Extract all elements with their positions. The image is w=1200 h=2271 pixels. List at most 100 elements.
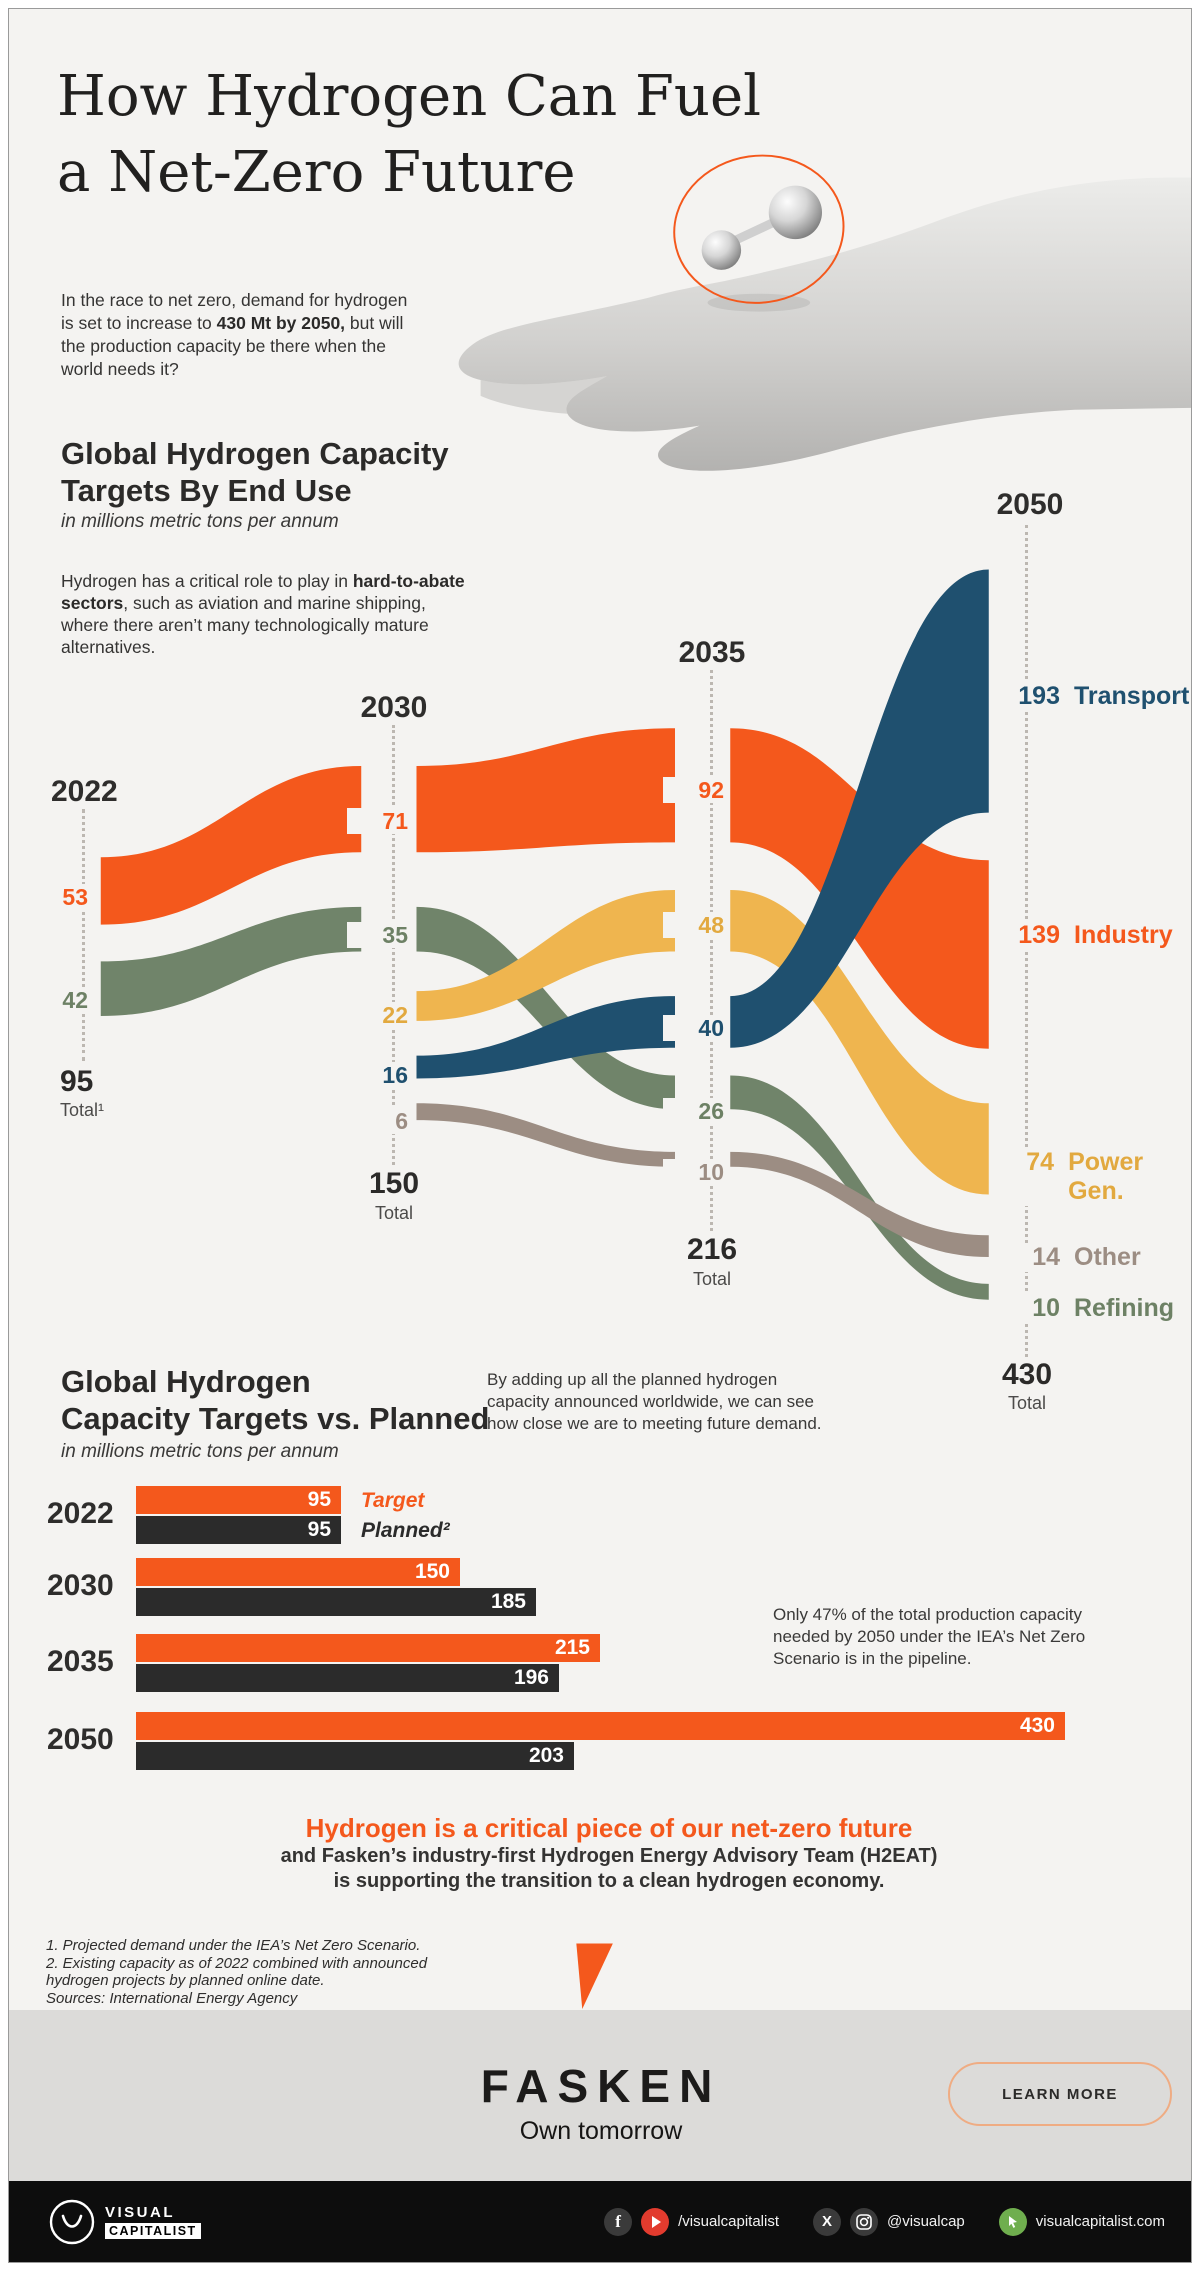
page-title: How Hydrogen Can Fuel a Net-Zero Future: [57, 64, 762, 205]
sankey-2035-industry: 92: [663, 777, 727, 803]
learn-more-button[interactable]: LEARN MORE: [948, 2062, 1172, 2126]
end-use-body: Hydrogen has a critical role to play in …: [61, 571, 465, 657]
website-link[interactable]: visualcapitalist.com: [1035, 2213, 1165, 2230]
social-links: f /visualcapitalist X @visualcap visualc…: [604, 2207, 1165, 2236]
sankey-2030-total: 150: [334, 1167, 454, 1201]
sankey-2022-total: 95: [57, 1065, 97, 1099]
flow-transport: [416, 996, 675, 1079]
sankey-2030-other: 6: [347, 1108, 411, 1134]
vs-planned-heading: Global Hydrogen Capacity Targets vs. Pla…: [61, 1364, 490, 1436]
guide-2022: [82, 809, 85, 1061]
social-handle-fb-yt[interactable]: /visualcapitalist: [678, 2213, 780, 2230]
legend-target: Target: [361, 1489, 425, 1512]
flow-transport: [730, 569, 989, 1048]
target-bar-2030: 150: [136, 1558, 460, 1586]
molecule-ring: [673, 154, 845, 304]
graphics-layer: [100, 154, 1191, 2010]
hydrogen-atom-small: [701, 230, 742, 270]
social-handle-x-ig[interactable]: @visualcap: [887, 2213, 965, 2230]
industry-label: Industry: [1074, 921, 1173, 949]
flow-industry: [416, 728, 675, 853]
sankey-2022-total-label: Total¹: [57, 1100, 108, 1121]
instagram-icon[interactable]: [850, 2207, 879, 2236]
refining-label: Refining: [1074, 1294, 1174, 1322]
facebook-icon[interactable]: f: [604, 2207, 633, 2236]
legend-planned: Planned²: [361, 1519, 450, 1542]
planned-bar-2050: 203: [136, 1742, 574, 1770]
fasken-wedge-icon: [576, 1943, 613, 2010]
sankey-2035-transport: 40: [663, 1015, 727, 1041]
sankey-year-2035: 2035: [652, 636, 772, 670]
flow-refining: [730, 1075, 989, 1300]
target-bar-2050: 430: [136, 1712, 1065, 1740]
end-use-heading: Global Hydrogen Capacity Targets By End …: [61, 436, 449, 508]
sankey-2035-total: 216: [652, 1233, 772, 1267]
sankey-2022-refining: 42: [37, 987, 91, 1013]
end-use-subtitle: in millions metric tons per annum: [61, 511, 339, 532]
sankey-2035-total-label: Total: [652, 1269, 772, 1290]
pipeline-callout: Only 47% of the total production capacit…: [773, 1605, 1086, 1668]
message-line3: is supporting the transition to a clean …: [333, 1870, 885, 1892]
vs-planned-note: By adding up all the planned hydrogen ca…: [487, 1370, 822, 1433]
sankey-year-2022: 2022: [47, 775, 122, 809]
website-cursor-icon[interactable]: [998, 2207, 1027, 2236]
sankey-ribbons: [100, 569, 989, 1300]
bar-year-2030: 2030: [47, 1569, 114, 1602]
bar-year-2022: 2022: [47, 1497, 114, 1530]
intro-text: In the race to net zero, demand for hydr…: [61, 290, 408, 379]
message-line2: and Fasken’s industry-first Hydrogen Ene…: [280, 1845, 938, 1867]
flow-power: [416, 889, 675, 1021]
sankey-2050-other: 14 Other: [1011, 1243, 1144, 1272]
vc-logo-text-top: VISUAL: [105, 2203, 176, 2221]
hand-photo: [458, 154, 1191, 471]
vc-logo-text-bottom: CAPITALIST: [105, 2222, 201, 2239]
flow-other: [730, 1151, 989, 1258]
transport-value: 193: [1018, 682, 1060, 710]
power-label: Power Gen.: [1068, 1148, 1144, 1205]
sankey-2030-industry: 71: [347, 808, 411, 834]
footer: VISUAL CAPITALIST f /visualcapitalist X …: [9, 2181, 1191, 2262]
page: How Hydrogen Can Fuel a Net-Zero Future …: [8, 8, 1192, 2263]
industry-value: 139: [1018, 921, 1060, 949]
target-bar-2035: 215: [136, 1634, 600, 1662]
sankey-year-2050: 2050: [970, 488, 1090, 522]
sankey-2050-refining: 10 Refining: [1011, 1294, 1177, 1323]
guide-2035: [710, 670, 713, 1231]
refining-value: 10: [1032, 1294, 1060, 1322]
flow-other: [416, 1103, 675, 1167]
sankey-2030-power: 22: [347, 1002, 411, 1028]
sankey-2030-transport: 16: [347, 1062, 411, 1088]
planned-bar-2035: 196: [136, 1664, 559, 1692]
power-value: 74: [1026, 1148, 1055, 1176]
sankey-2050-total-label: Total: [992, 1393, 1062, 1414]
sankey-2050-industry: 139 Industry: [1011, 921, 1176, 950]
fasken-tagline: Own tomorrow: [519, 2117, 683, 2145]
flow-refining: [100, 906, 362, 1016]
sankey-2035-refining: 26: [663, 1098, 727, 1124]
vs-planned-subtitle: in millions metric tons per annum: [61, 1441, 339, 1462]
sankey-2035-other: 10: [663, 1159, 727, 1185]
transport-label: Transport: [1074, 682, 1190, 710]
sankey-2050-power: 74 Power Gen.: [1011, 1148, 1191, 1206]
message-headline: Hydrogen is a critical piece of our net-…: [305, 1813, 913, 1843]
youtube-icon[interactable]: [641, 2207, 670, 2236]
flow-refining: [416, 906, 675, 1110]
target-bar-2022: 95: [136, 1486, 341, 1514]
flow-industry: [100, 765, 362, 925]
sankey-2022-industry: 53: [37, 884, 91, 910]
planned-bar-2022: 95: [136, 1516, 341, 1544]
other-label: Other: [1074, 1243, 1141, 1271]
planned-bar-2030: 185: [136, 1588, 536, 1616]
sankey-year-2030: 2030: [334, 691, 454, 725]
guide-2030: [392, 725, 395, 1171]
sponsor-band: [9, 2010, 1191, 2181]
vc-logo-icon: [49, 2199, 95, 2244]
visual-capitalist-logo[interactable]: VISUAL CAPITALIST: [49, 2199, 201, 2245]
sankey-2030-refining: 35: [347, 922, 411, 948]
bar-year-2035: 2035: [47, 1645, 114, 1678]
sankey-2050-total: 430: [992, 1358, 1062, 1392]
other-value: 14: [1032, 1243, 1060, 1271]
hydrogen-atom-large: [768, 185, 823, 240]
x-twitter-icon[interactable]: X: [813, 2207, 842, 2236]
fasken-logo: FASKEN: [480, 2060, 722, 2112]
